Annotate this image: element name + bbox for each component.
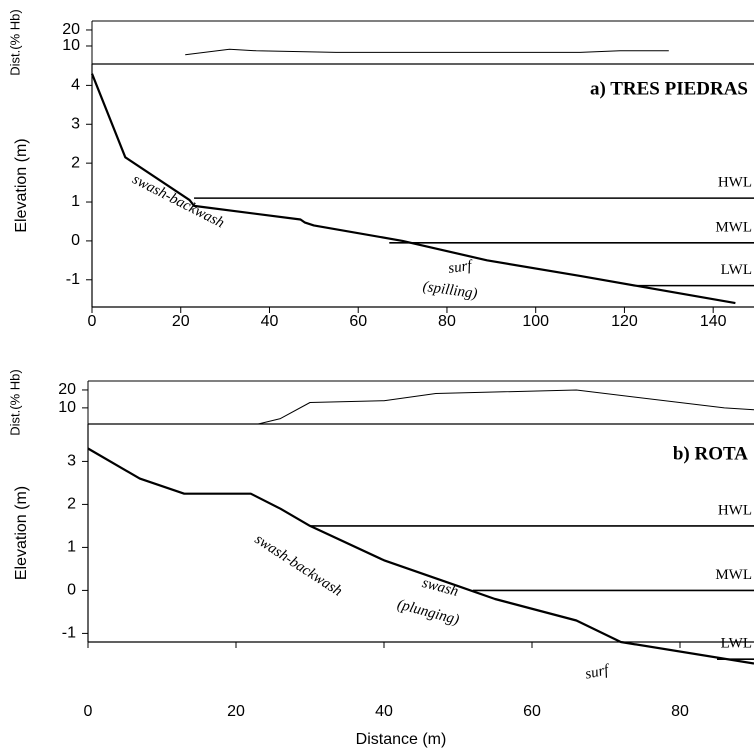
x-tick-label: 120	[611, 313, 638, 330]
x-axis-label: Distance (m)	[356, 731, 447, 748]
dist-y-tick-label: 10	[58, 399, 76, 416]
y-tick-label: 2	[67, 496, 76, 513]
x-tick-label: 100	[522, 313, 549, 330]
y-tick-label: 0	[71, 232, 80, 249]
x-tick-label: 0	[88, 313, 97, 330]
annotation: (plunging)	[395, 597, 460, 629]
annotation: (spilling)	[422, 279, 479, 302]
y-axis-label: Elevation (m)	[13, 486, 30, 580]
dist-y-tick-label: 20	[62, 21, 80, 38]
water-level-label: MWL	[715, 567, 752, 583]
annotation: swash	[420, 575, 460, 600]
profile-line	[90, 73, 736, 305]
annotation: swash-backwash	[252, 531, 345, 599]
y-tick-label: 4	[71, 77, 80, 94]
annotation: swash-backwash	[130, 171, 227, 231]
water-level-label: HWL	[718, 175, 752, 191]
dist-y-axis-label: Dist.(% Hb)	[7, 9, 22, 75]
dist-y-axis-label: Dist.(% Hb)	[7, 369, 22, 435]
y-tick-label: -1	[62, 625, 76, 642]
x-tick-label: 60	[349, 313, 367, 330]
x-tick-label: 40	[261, 313, 279, 330]
water-level-label: MWL	[715, 219, 752, 235]
y-axis-label: Elevation (m)	[13, 138, 30, 232]
annotation: surf	[447, 258, 474, 277]
y-tick-label: 0	[67, 582, 76, 599]
y-tick-label: -1	[66, 271, 80, 288]
water-level-label: LWL	[721, 636, 752, 652]
profile-line	[87, 447, 754, 665]
y-tick-label: 3	[67, 453, 76, 470]
x-tick-label: 60	[523, 703, 541, 720]
annotation: surf	[584, 662, 612, 683]
dist-line	[185, 48, 669, 56]
dist-line	[258, 389, 754, 425]
panel-title: a) TRES PIEDRAS	[590, 78, 748, 99]
y-tick-label: 2	[71, 154, 80, 171]
x-tick-label: 20	[172, 313, 190, 330]
dist-y-tick-label: 20	[58, 381, 76, 398]
water-level-label: LWL	[721, 262, 752, 278]
y-tick-label: 3	[71, 115, 80, 132]
dist-y-tick-label: 10	[62, 37, 80, 54]
x-tick-label: 0	[84, 703, 93, 720]
water-level-label: HWL	[718, 502, 752, 518]
x-tick-label: 40	[375, 703, 393, 720]
panel-title: b) ROTA	[673, 443, 748, 464]
x-tick-label: 140	[700, 313, 727, 330]
x-tick-label: 20	[227, 703, 245, 720]
x-tick-label: 80	[438, 313, 456, 330]
x-tick-label: 80	[671, 703, 689, 720]
y-tick-label: 1	[71, 193, 80, 210]
y-tick-label: 1	[67, 539, 76, 556]
